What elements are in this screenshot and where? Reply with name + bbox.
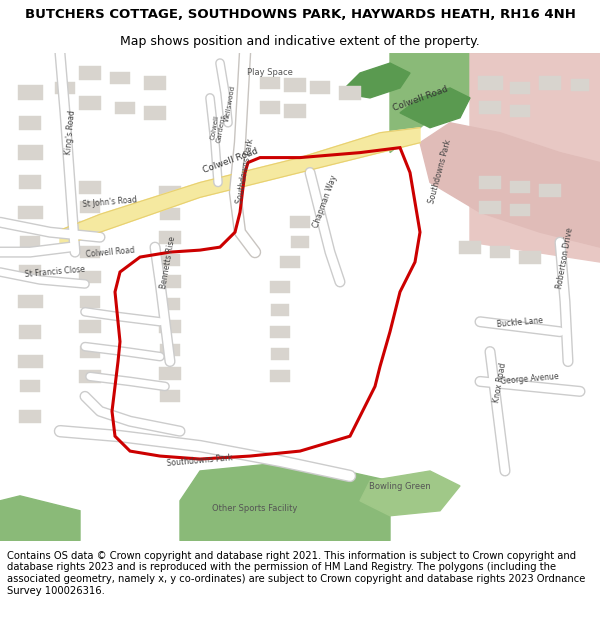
- Polygon shape: [390, 53, 600, 152]
- Bar: [80, 201, 100, 213]
- Polygon shape: [340, 63, 410, 98]
- Text: Contains OS data © Crown copyright and database right 2021. This information is : Contains OS data © Crown copyright and d…: [7, 551, 586, 596]
- Bar: [144, 106, 166, 120]
- Bar: [159, 367, 181, 380]
- Bar: [17, 86, 43, 101]
- Bar: [459, 241, 481, 254]
- Bar: [160, 208, 180, 220]
- Bar: [79, 271, 101, 284]
- Bar: [519, 251, 541, 264]
- Text: George Avenue: George Avenue: [500, 372, 559, 386]
- Bar: [79, 181, 101, 194]
- Text: Buckle Lane: Buckle Lane: [497, 316, 544, 329]
- Text: Wellswood: Wellswood: [224, 84, 236, 122]
- Bar: [479, 201, 501, 214]
- Text: Southdowns Park: Southdowns Park: [427, 138, 453, 204]
- Bar: [159, 276, 181, 288]
- Polygon shape: [0, 496, 80, 541]
- Bar: [79, 66, 101, 80]
- Polygon shape: [180, 461, 390, 541]
- Bar: [19, 176, 41, 189]
- Bar: [510, 82, 530, 94]
- Text: Play Space: Play Space: [247, 68, 293, 77]
- Bar: [270, 281, 290, 293]
- Bar: [19, 265, 41, 279]
- Bar: [490, 246, 510, 258]
- Text: Colwell Road: Colwell Road: [201, 146, 259, 174]
- Bar: [260, 101, 280, 114]
- Bar: [160, 391, 180, 402]
- Bar: [270, 371, 290, 382]
- Bar: [110, 72, 130, 84]
- Text: Colwell Road: Colwell Road: [391, 84, 449, 113]
- Bar: [271, 348, 289, 359]
- Bar: [260, 76, 280, 89]
- Polygon shape: [420, 122, 600, 247]
- Bar: [290, 216, 310, 228]
- Bar: [159, 186, 181, 199]
- Text: St Francis Close: St Francis Close: [25, 265, 86, 279]
- Bar: [510, 181, 530, 193]
- Text: Colwell
Gardens: Colwell Gardens: [209, 112, 227, 144]
- Bar: [20, 236, 40, 248]
- Text: Bowling Green: Bowling Green: [369, 482, 431, 491]
- Bar: [271, 304, 289, 316]
- Bar: [19, 116, 41, 130]
- Bar: [310, 81, 330, 94]
- Bar: [539, 184, 561, 197]
- Bar: [339, 86, 361, 100]
- Bar: [20, 381, 40, 392]
- Bar: [80, 246, 100, 258]
- Bar: [17, 145, 43, 160]
- Text: Map shows position and indicative extent of the property.: Map shows position and indicative extent…: [120, 35, 480, 48]
- Bar: [55, 82, 75, 94]
- Text: Southdowns Park: Southdowns Park: [167, 453, 233, 468]
- Bar: [160, 298, 180, 310]
- Bar: [291, 236, 309, 248]
- Bar: [159, 231, 181, 244]
- Bar: [17, 296, 43, 308]
- Bar: [17, 206, 43, 219]
- Bar: [478, 76, 503, 91]
- Text: St John's Road: St John's Road: [82, 196, 137, 209]
- Text: Knox Road: Knox Road: [492, 362, 508, 403]
- Bar: [115, 102, 135, 114]
- Text: Bennetts Rise: Bennetts Rise: [159, 235, 177, 289]
- Bar: [144, 76, 166, 90]
- Polygon shape: [60, 127, 420, 247]
- Bar: [160, 344, 180, 356]
- Bar: [510, 204, 530, 216]
- Bar: [79, 370, 101, 383]
- Text: Chapman Way: Chapman Way: [311, 174, 338, 229]
- Bar: [19, 410, 41, 422]
- Bar: [19, 325, 41, 339]
- Bar: [571, 79, 589, 91]
- Text: Robertson Drive: Robertson Drive: [555, 226, 575, 289]
- Bar: [284, 104, 306, 118]
- Bar: [479, 101, 501, 114]
- Bar: [159, 320, 181, 333]
- Polygon shape: [360, 471, 460, 516]
- Polygon shape: [470, 53, 600, 262]
- Text: Colwell Road: Colwell Road: [85, 246, 135, 259]
- Bar: [280, 256, 300, 268]
- Text: Other Sports Facility: Other Sports Facility: [212, 504, 298, 512]
- Bar: [79, 320, 101, 333]
- Text: King's Road: King's Road: [64, 109, 76, 154]
- Bar: [80, 346, 100, 358]
- Bar: [479, 176, 501, 189]
- Bar: [510, 105, 530, 117]
- Bar: [79, 221, 101, 234]
- Text: Southdowns Park: Southdowns Park: [235, 138, 255, 204]
- Bar: [80, 296, 100, 308]
- Bar: [270, 326, 290, 338]
- Bar: [160, 254, 180, 266]
- Bar: [79, 96, 101, 110]
- Bar: [539, 76, 561, 90]
- Text: BUTCHERS COTTAGE, SOUTHDOWNS PARK, HAYWARDS HEATH, RH16 4NH: BUTCHERS COTTAGE, SOUTHDOWNS PARK, HAYWA…: [25, 8, 575, 21]
- Polygon shape: [400, 88, 470, 127]
- Bar: [17, 355, 43, 368]
- Bar: [284, 78, 306, 92]
